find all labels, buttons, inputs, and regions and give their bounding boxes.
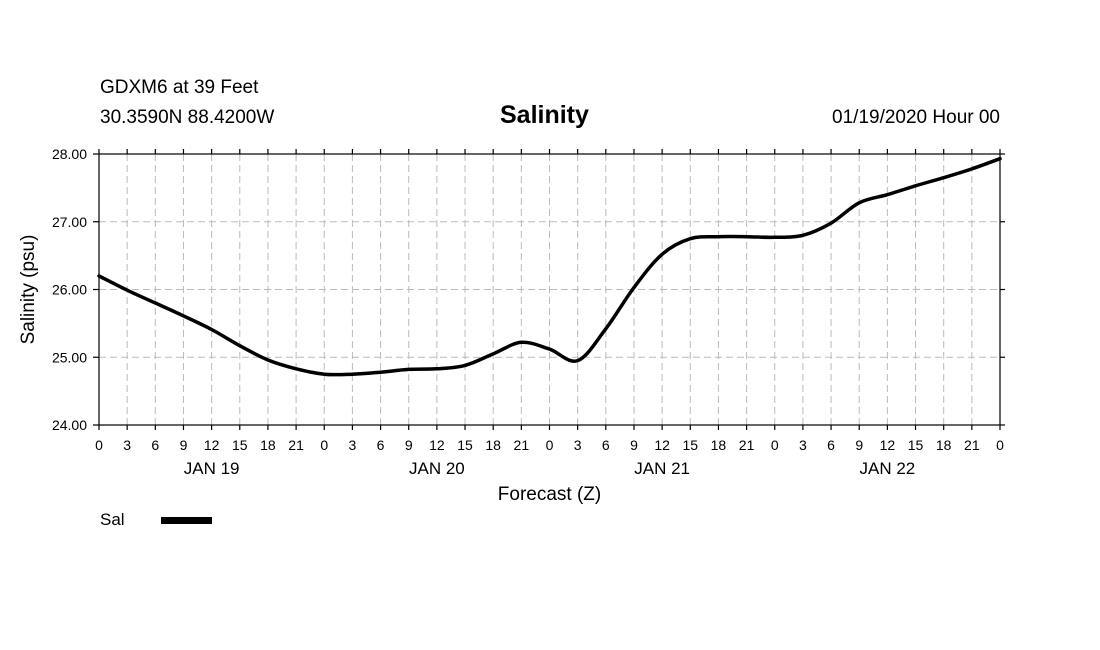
legend-swatch <box>161 517 212 524</box>
x-tick-label: 9 <box>405 437 413 453</box>
grid-lines <box>99 154 1000 425</box>
y-tick-label: 28.00 <box>52 146 87 162</box>
x-tick-label: 15 <box>682 437 698 453</box>
x-tick-label: 15 <box>908 437 924 453</box>
x-tick-label: 0 <box>95 437 103 453</box>
station-location: 30.3590N 88.4200W <box>100 107 275 128</box>
x-tick-label: 21 <box>739 437 755 453</box>
x-tick-label: 6 <box>602 437 610 453</box>
salinity-series-line <box>97 156 1002 377</box>
x-tick-label: 3 <box>349 437 357 453</box>
x-tick-label: 18 <box>711 437 727 453</box>
x-tick-label: 12 <box>880 437 896 453</box>
x-tick-label: 0 <box>546 437 554 453</box>
x-tick-label: 3 <box>799 437 807 453</box>
x-tick-label: 3 <box>123 437 131 453</box>
chart-title: Salinity <box>500 101 589 129</box>
day-label: JAN 19 <box>184 459 240 478</box>
x-tick-label: 12 <box>429 437 445 453</box>
x-tick-label: 0 <box>320 437 328 453</box>
x-tick-label: 6 <box>151 437 159 453</box>
x-tick-label: 18 <box>936 437 952 453</box>
x-tick-label: 18 <box>260 437 276 453</box>
x-tick-label: 0 <box>996 437 1004 453</box>
day-label: JAN 21 <box>634 459 690 478</box>
x-tick-label: 9 <box>630 437 638 453</box>
x-tick-label: 9 <box>180 437 188 453</box>
x-tick-label: 6 <box>827 437 835 453</box>
legend-label: Sal <box>100 510 125 529</box>
x-axis: 0 3 6 9 12 15 18 21 0 3 6 9 12 15 18 21 0 3 6 9 12 15 18 21 0 3 6 9… <box>95 149 1004 478</box>
x-tick-label: 9 <box>855 437 863 453</box>
x-axis-title: Forecast (Z) <box>498 484 601 505</box>
x-tick-label: 21 <box>964 437 980 453</box>
y-tick-label: 25.00 <box>52 349 87 365</box>
x-tick-label: 12 <box>654 437 670 453</box>
day-label: JAN 22 <box>860 459 916 478</box>
y-axis: 24.00 25.00 26.00 27.00 28.00 <box>52 146 1005 433</box>
x-tick-label: 18 <box>485 437 501 453</box>
y-tick-label: 26.00 <box>52 282 87 298</box>
x-tick-label: 0 <box>771 437 779 453</box>
day-label: JAN 20 <box>409 459 465 478</box>
x-tick-label: 12 <box>204 437 220 453</box>
x-tick-label: 15 <box>457 437 473 453</box>
forecast-datetime: 01/19/2020 Hour 00 <box>832 107 1000 128</box>
station-name: GDXM6 at 39 Feet <box>100 77 259 98</box>
x-tick-label: 15 <box>232 437 248 453</box>
x-tick-label: 21 <box>288 437 304 453</box>
y-tick-label: 27.00 <box>52 214 87 230</box>
x-tick-label: 21 <box>514 437 530 453</box>
x-tick-label: 6 <box>377 437 385 453</box>
y-tick-label: 24.00 <box>52 417 87 433</box>
x-tick-label: 3 <box>574 437 582 453</box>
y-axis-title: Salinity (psu) <box>18 235 39 345</box>
